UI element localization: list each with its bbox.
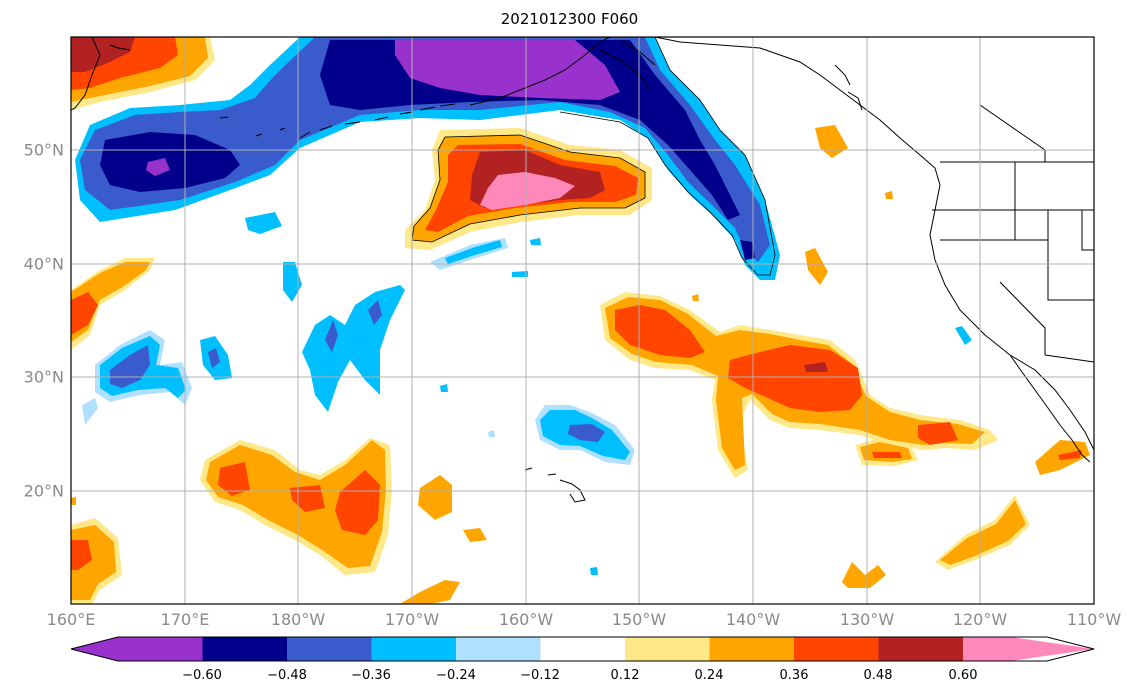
lon-label-140w: 140°W bbox=[725, 610, 781, 629]
anomaly-pos-swcorner-red bbox=[71, 540, 92, 570]
anomaly-pos-south-orange bbox=[400, 580, 460, 604]
anomaly-pos-sw1-orange bbox=[206, 440, 386, 568]
colorbar-label: 0.36 bbox=[779, 668, 809, 683]
colorbar-label: 0.24 bbox=[694, 668, 724, 683]
anomaly-pos-e4-orange bbox=[940, 500, 1026, 565]
colorbar-label: 0.60 bbox=[948, 668, 978, 683]
colorbar-label: −0.12 bbox=[520, 668, 560, 683]
anomaly-neg-w4-sky bbox=[283, 262, 302, 302]
anomaly-pos-dot1 bbox=[885, 191, 893, 199]
anomaly-neg-dot1 bbox=[530, 238, 541, 245]
anomaly-pos-dot3 bbox=[71, 497, 76, 505]
anomaly-pos-nw-darkred bbox=[71, 37, 135, 72]
anomaly-neg-aleutian-purple bbox=[146, 40, 620, 176]
colorbar-outline bbox=[70, 636, 1095, 662]
anomaly-neg-dot3 bbox=[440, 384, 448, 392]
anomaly-pos-sw2-orange bbox=[418, 475, 452, 520]
colorbar-segment bbox=[709, 637, 795, 661]
colorbar-segment bbox=[540, 637, 626, 661]
lon-label-150w: 150°W bbox=[611, 610, 667, 629]
lat-label-30n: 30°N bbox=[23, 367, 64, 387]
contour-outline-neg bbox=[559, 37, 776, 276]
baja-coast bbox=[1009, 354, 1091, 463]
anomaly-pos-sw3-orange bbox=[463, 528, 487, 542]
lon-label-110w: 110°W bbox=[1066, 610, 1122, 629]
kamchatka-coast bbox=[71, 37, 131, 111]
colorbar-label: −0.24 bbox=[436, 668, 476, 683]
map-title: 2021012300 F060 bbox=[500, 10, 639, 28]
anomaly-neg-strip-sky bbox=[445, 240, 502, 264]
lon-label-120w: 120°W bbox=[952, 610, 1008, 629]
colorbar-segment bbox=[963, 637, 1094, 661]
contour-outline-pos-central bbox=[411, 134, 646, 243]
anomaly-pos-e5-orange bbox=[842, 562, 886, 588]
anomaly-neg-dot5 bbox=[590, 567, 598, 575]
haida-gwaii bbox=[834, 64, 863, 111]
colorbar-label: −0.36 bbox=[351, 668, 391, 683]
anomaly-neg-dot6 bbox=[955, 326, 972, 345]
colorbar-label: −0.48 bbox=[267, 668, 307, 683]
colorbar-segment bbox=[794, 637, 879, 661]
lon-label-180w: 180°W bbox=[270, 610, 326, 629]
anomaly-pos-east-red bbox=[615, 305, 958, 445]
hawaii-islands bbox=[524, 467, 586, 503]
colorbar-segment bbox=[71, 637, 203, 661]
anomaly-pos-e3-red bbox=[1058, 450, 1082, 460]
lon-label-170w: 170°W bbox=[384, 610, 440, 629]
coastlines bbox=[71, 37, 1094, 503]
anomaly-neg-w2-blue bbox=[208, 348, 220, 368]
anomaly-pos-sw1-red bbox=[218, 462, 380, 535]
colorbar-label: −0.60 bbox=[182, 668, 222, 683]
anomaly-pos-west-orange bbox=[71, 262, 150, 342]
colorbar-segment bbox=[456, 637, 541, 661]
anomaly-pos-central-pink bbox=[480, 172, 575, 210]
anomaly-pos-west-red bbox=[71, 292, 98, 335]
anomaly-pos-dot2 bbox=[692, 294, 699, 301]
anomaly-neg-dot2 bbox=[512, 271, 528, 277]
canada-borders bbox=[940, 37, 1094, 163]
anomaly-neg-w5-sky bbox=[302, 285, 405, 412]
alaska-coast bbox=[469, 37, 781, 106]
colorbar-segment bbox=[878, 637, 964, 661]
anomaly-pos-east-darkred bbox=[804, 362, 828, 372]
anomaly-neg-w5-blue bbox=[325, 300, 382, 352]
anomaly-neg-w3-sky bbox=[245, 212, 282, 234]
anomaly-neg-hawaii-blue bbox=[568, 424, 605, 442]
anomaly-pos-e2-red bbox=[872, 452, 902, 458]
aleutian-chain bbox=[219, 103, 456, 139]
colorbar-segment bbox=[371, 637, 457, 661]
colorbar-label: 0.48 bbox=[863, 668, 893, 683]
lon-label-160w: 160°W bbox=[498, 610, 554, 629]
colorbar-segment bbox=[287, 637, 372, 661]
lon-label-170e: 170°E bbox=[160, 610, 210, 629]
bc-coast bbox=[779, 54, 1094, 451]
lon-label-160e: 160°E bbox=[46, 610, 96, 629]
map-frame bbox=[70, 36, 1095, 605]
colorbar-segment bbox=[625, 637, 710, 661]
lat-label-50n: 50°N bbox=[23, 140, 64, 160]
lat-label-20n: 20°N bbox=[23, 481, 64, 501]
colorbar bbox=[70, 636, 1095, 662]
anomaly-pos-e6-orange bbox=[815, 125, 848, 158]
anomaly-neg-dot7 bbox=[82, 398, 98, 425]
anomaly-pos-e7-orange bbox=[805, 248, 828, 285]
lon-label-130w: 130°W bbox=[839, 610, 895, 629]
colorbar-label: 0.12 bbox=[610, 668, 640, 683]
graticule bbox=[71, 37, 1094, 604]
lat-label-40n: 40°N bbox=[23, 254, 64, 274]
colorbar-segment bbox=[202, 637, 288, 661]
us-states bbox=[932, 162, 1094, 363]
contour-field bbox=[71, 37, 1094, 604]
anomaly-neg-dot4 bbox=[488, 430, 495, 437]
